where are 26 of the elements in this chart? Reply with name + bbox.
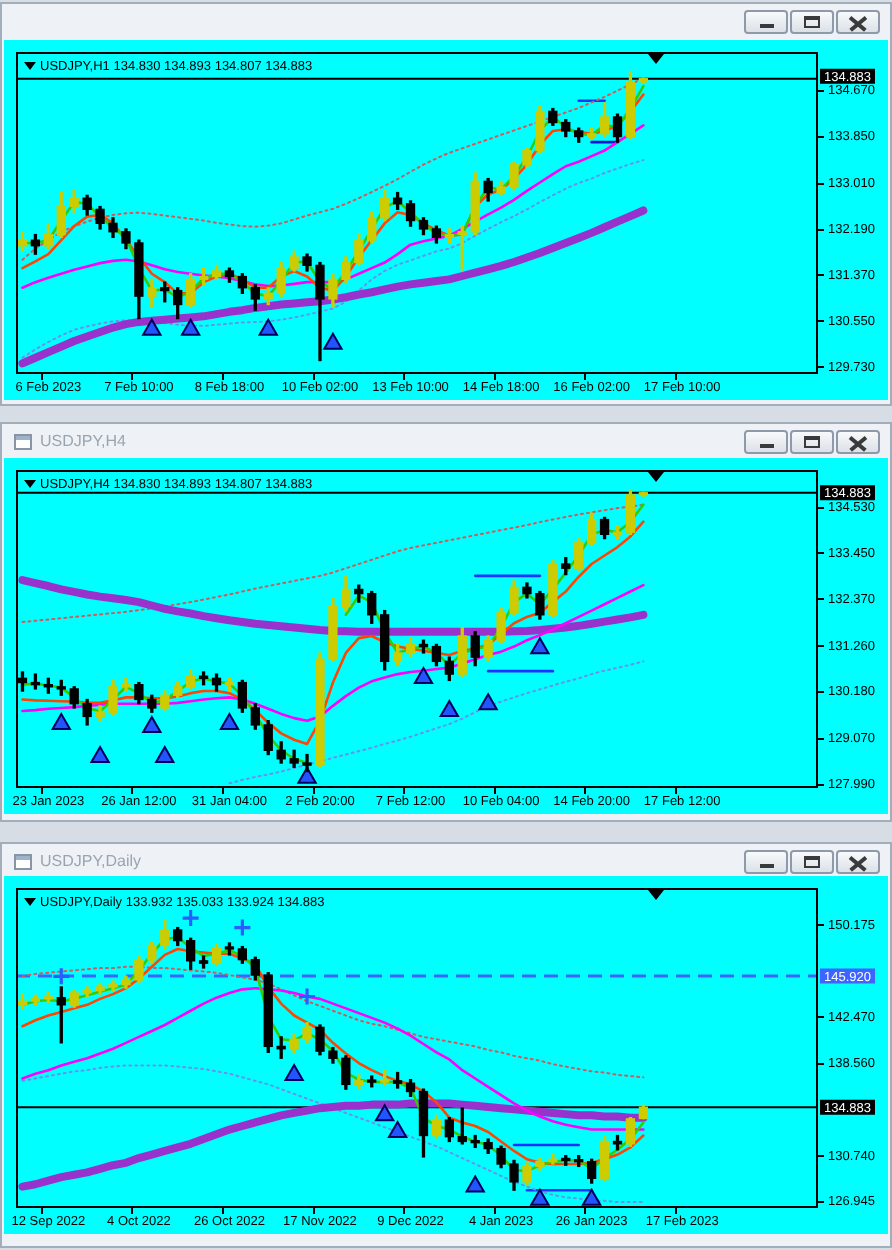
line-series — [21, 1064, 645, 1204]
point — [51, 966, 71, 986]
point — [530, 1188, 550, 1206]
line-series — [21, 965, 645, 1079]
point — [232, 917, 252, 938]
point — [530, 637, 550, 655]
point — [439, 699, 459, 717]
chart-subtitle: USDJPY,H4 — [40, 430, 126, 452]
point — [297, 766, 317, 784]
point — [375, 1104, 395, 1122]
point — [387, 1120, 408, 1138]
point — [142, 716, 162, 734]
point — [413, 666, 434, 684]
point — [219, 713, 240, 731]
line-series — [21, 159, 645, 359]
point — [581, 1188, 602, 1206]
line-series — [228, 660, 645, 785]
chart-subtitle: USDJPY,Daily — [40, 850, 142, 872]
point — [155, 746, 175, 764]
point — [465, 1175, 485, 1193]
point — [478, 693, 498, 711]
point — [51, 713, 71, 731]
point — [181, 908, 201, 928]
point — [90, 746, 110, 764]
point — [284, 1063, 304, 1081]
point — [297, 986, 317, 1007]
